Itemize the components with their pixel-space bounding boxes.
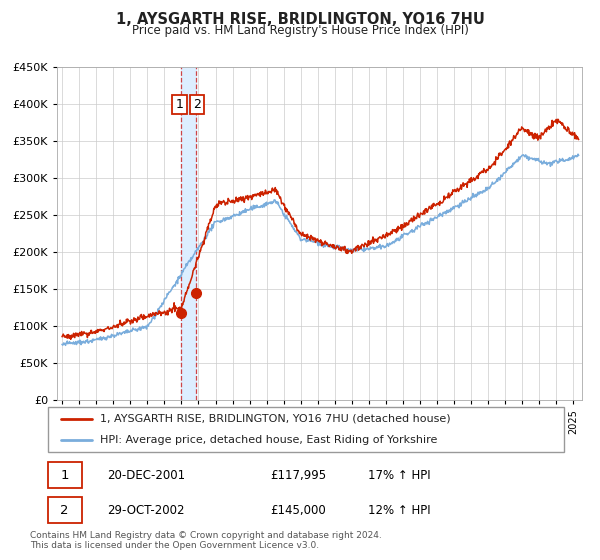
Text: £145,000: £145,000 <box>270 503 326 516</box>
Text: HPI: Average price, detached house, East Riding of Yorkshire: HPI: Average price, detached house, East… <box>100 435 437 445</box>
Text: 17% ↑ HPI: 17% ↑ HPI <box>368 469 431 482</box>
Text: 2: 2 <box>60 503 69 516</box>
Text: 1, AYSGARTH RISE, BRIDLINGTON, YO16 7HU: 1, AYSGARTH RISE, BRIDLINGTON, YO16 7HU <box>116 12 484 27</box>
Text: Price paid vs. HM Land Registry's House Price Index (HPI): Price paid vs. HM Land Registry's House … <box>131 24 469 36</box>
Text: 1: 1 <box>176 98 184 111</box>
FancyBboxPatch shape <box>48 497 82 522</box>
Text: 2: 2 <box>193 98 201 111</box>
Text: 20-DEC-2001: 20-DEC-2001 <box>107 469 185 482</box>
Text: 1, AYSGARTH RISE, BRIDLINGTON, YO16 7HU (detached house): 1, AYSGARTH RISE, BRIDLINGTON, YO16 7HU … <box>100 414 450 424</box>
Text: 1: 1 <box>60 469 69 482</box>
Text: 12% ↑ HPI: 12% ↑ HPI <box>368 503 431 516</box>
Text: Contains HM Land Registry data © Crown copyright and database right 2024.
This d: Contains HM Land Registry data © Crown c… <box>30 531 382 550</box>
FancyBboxPatch shape <box>48 463 82 488</box>
Text: £117,995: £117,995 <box>270 469 326 482</box>
Bar <box>181 67 196 400</box>
Text: 29-OCT-2002: 29-OCT-2002 <box>107 503 185 516</box>
